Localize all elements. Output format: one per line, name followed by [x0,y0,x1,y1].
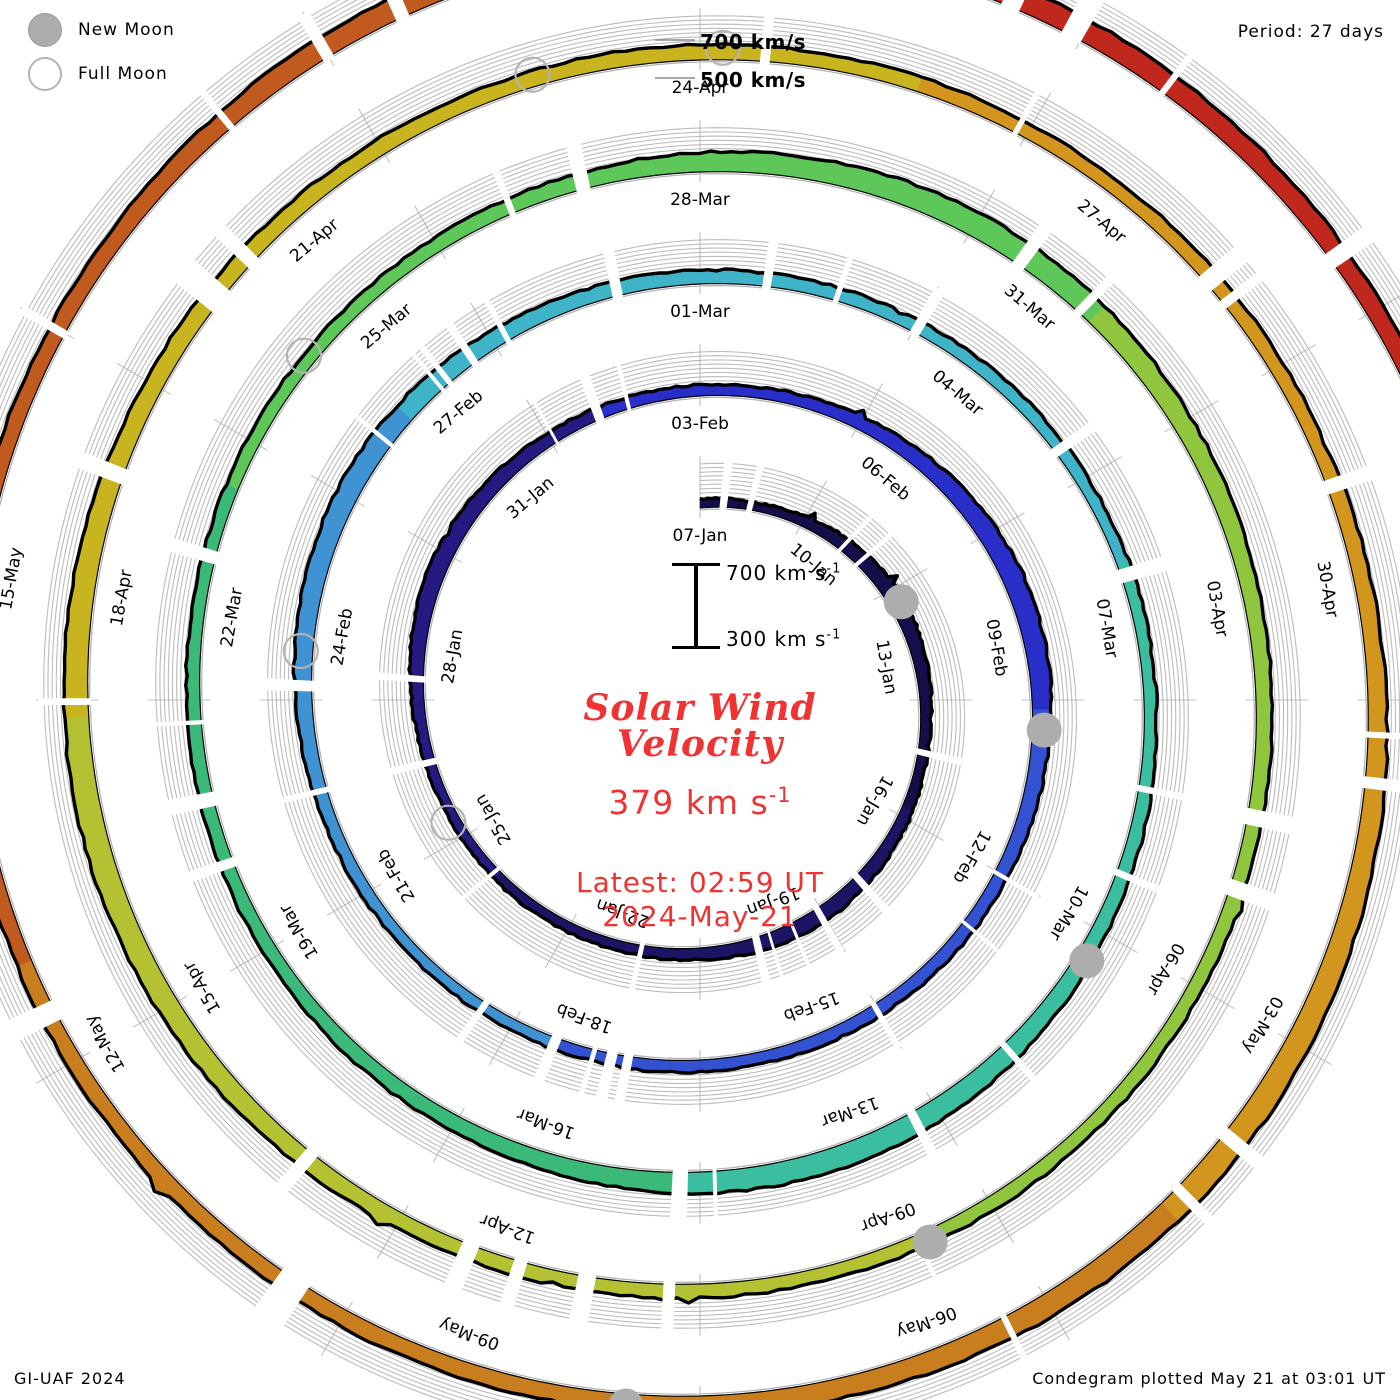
date-label: 13-Jan [871,638,900,696]
new-moon-icon [1026,712,1062,748]
scale-bar-label-low: 300 km s-1 [726,627,841,651]
full-moon-icon [704,29,741,66]
date-label: 01-Mar [670,302,730,322]
radial-axis-label-700: 700 km/s [700,30,807,54]
full-moon-icon [285,337,323,374]
date-label: 09-Feb [981,618,1011,678]
velocity-number: 379 km s [608,783,769,822]
scale-bar-bottom-cap [672,646,720,649]
period-note: Period: 27 days [1237,22,1384,42]
full-moon-icon [28,57,62,91]
date-label: 13-Mar [818,1092,881,1131]
date-label: 10-Mar [1045,882,1092,944]
date-label: 28-Mar [670,190,730,210]
scale-high-exponent: -1 [826,561,842,577]
date-label: 18-Apr [107,568,137,627]
radial-tick-leaders [655,39,695,79]
scale-high-text: 700 km s [726,561,827,585]
date-label: 21-Apr [286,215,342,267]
scale-bar-label-high: 700 km s-1 [726,561,841,585]
plotted-footer: Condegram plotted May 21 at 03:01 UT [1032,1369,1386,1388]
credit-footer: GI-UAF 2024 [14,1369,126,1388]
date-label: 06-Apr [1142,939,1188,998]
full-moon-icon [514,56,551,93]
date-label: 27-Feb [430,386,487,439]
chart-title-line2: Velocity [616,723,784,765]
date-label: 24-Apr [672,78,729,98]
latest-observation: Latest: 02:59 UT 2024-May-21 [430,866,970,934]
date-label: 24-Feb [328,607,358,667]
center-readout: Solar Wind Velocity 379 km s-1 Latest: 0… [430,690,970,934]
date-label: 09-May [436,1313,502,1353]
new-moon-icon [883,584,919,620]
date-label: 09-Apr [858,1197,918,1235]
date-label: 03-Feb [671,414,729,434]
legend-label-full-moon: Full Moon [78,64,168,84]
date-label: 27-Apr [1073,196,1129,248]
new-moon-icon [609,1388,643,1400]
date-label: 18-Feb [554,999,615,1038]
legend-label-new-moon: New Moon [78,20,175,40]
scale-low-exponent: -1 [826,627,842,643]
date-label: 15-Feb [781,987,842,1026]
full-moon-icon [430,804,467,841]
legend-item-new-moon: New Moon [18,8,175,52]
date-label: 30-Apr [1312,560,1342,619]
new-moon-icon [912,1224,948,1260]
scale-bar-stem [694,564,698,648]
velocity-exponent: -1 [768,783,792,807]
moon-marker-group [282,29,1105,1400]
chart-title: Solar Wind Velocity [430,690,970,762]
moon-phase-legend: New Moon Full Moon [18,8,175,96]
current-velocity-value: 379 km s-1 [430,774,970,824]
date-label: 07-Jan [673,526,728,546]
date-label: 22-Mar [217,586,247,648]
date-label: 12-Apr [478,1209,538,1247]
date-label: 15-May [0,546,27,611]
new-moon-icon [28,13,62,47]
date-label: 21-Feb [373,845,419,905]
new-moon-icon [1069,943,1105,979]
scale-low-text: 300 km s [726,627,827,651]
full-moon-icon [282,632,319,670]
date-label: 06-May [893,1302,959,1342]
radial-axis-label-500: 500 km/s [700,68,807,92]
latest-time: Latest: 02:59 UT [575,866,825,899]
velocity-scale-bar [672,560,720,652]
date-label: 15-Apr [179,958,225,1017]
date-label: 28-Jan [438,628,467,686]
chart-title-line1: Solar Wind [583,687,817,729]
date-label: 03-Apr [1202,579,1232,638]
date-label: 06-Feb [857,453,914,506]
data-gap-markers [0,0,1400,1363]
latest-date: 2024-May-21 [602,900,798,933]
legend-item-full-moon: Full Moon [18,52,175,96]
date-label: 07-Mar [1092,597,1122,659]
date-label: 16-Mar [514,1103,577,1142]
